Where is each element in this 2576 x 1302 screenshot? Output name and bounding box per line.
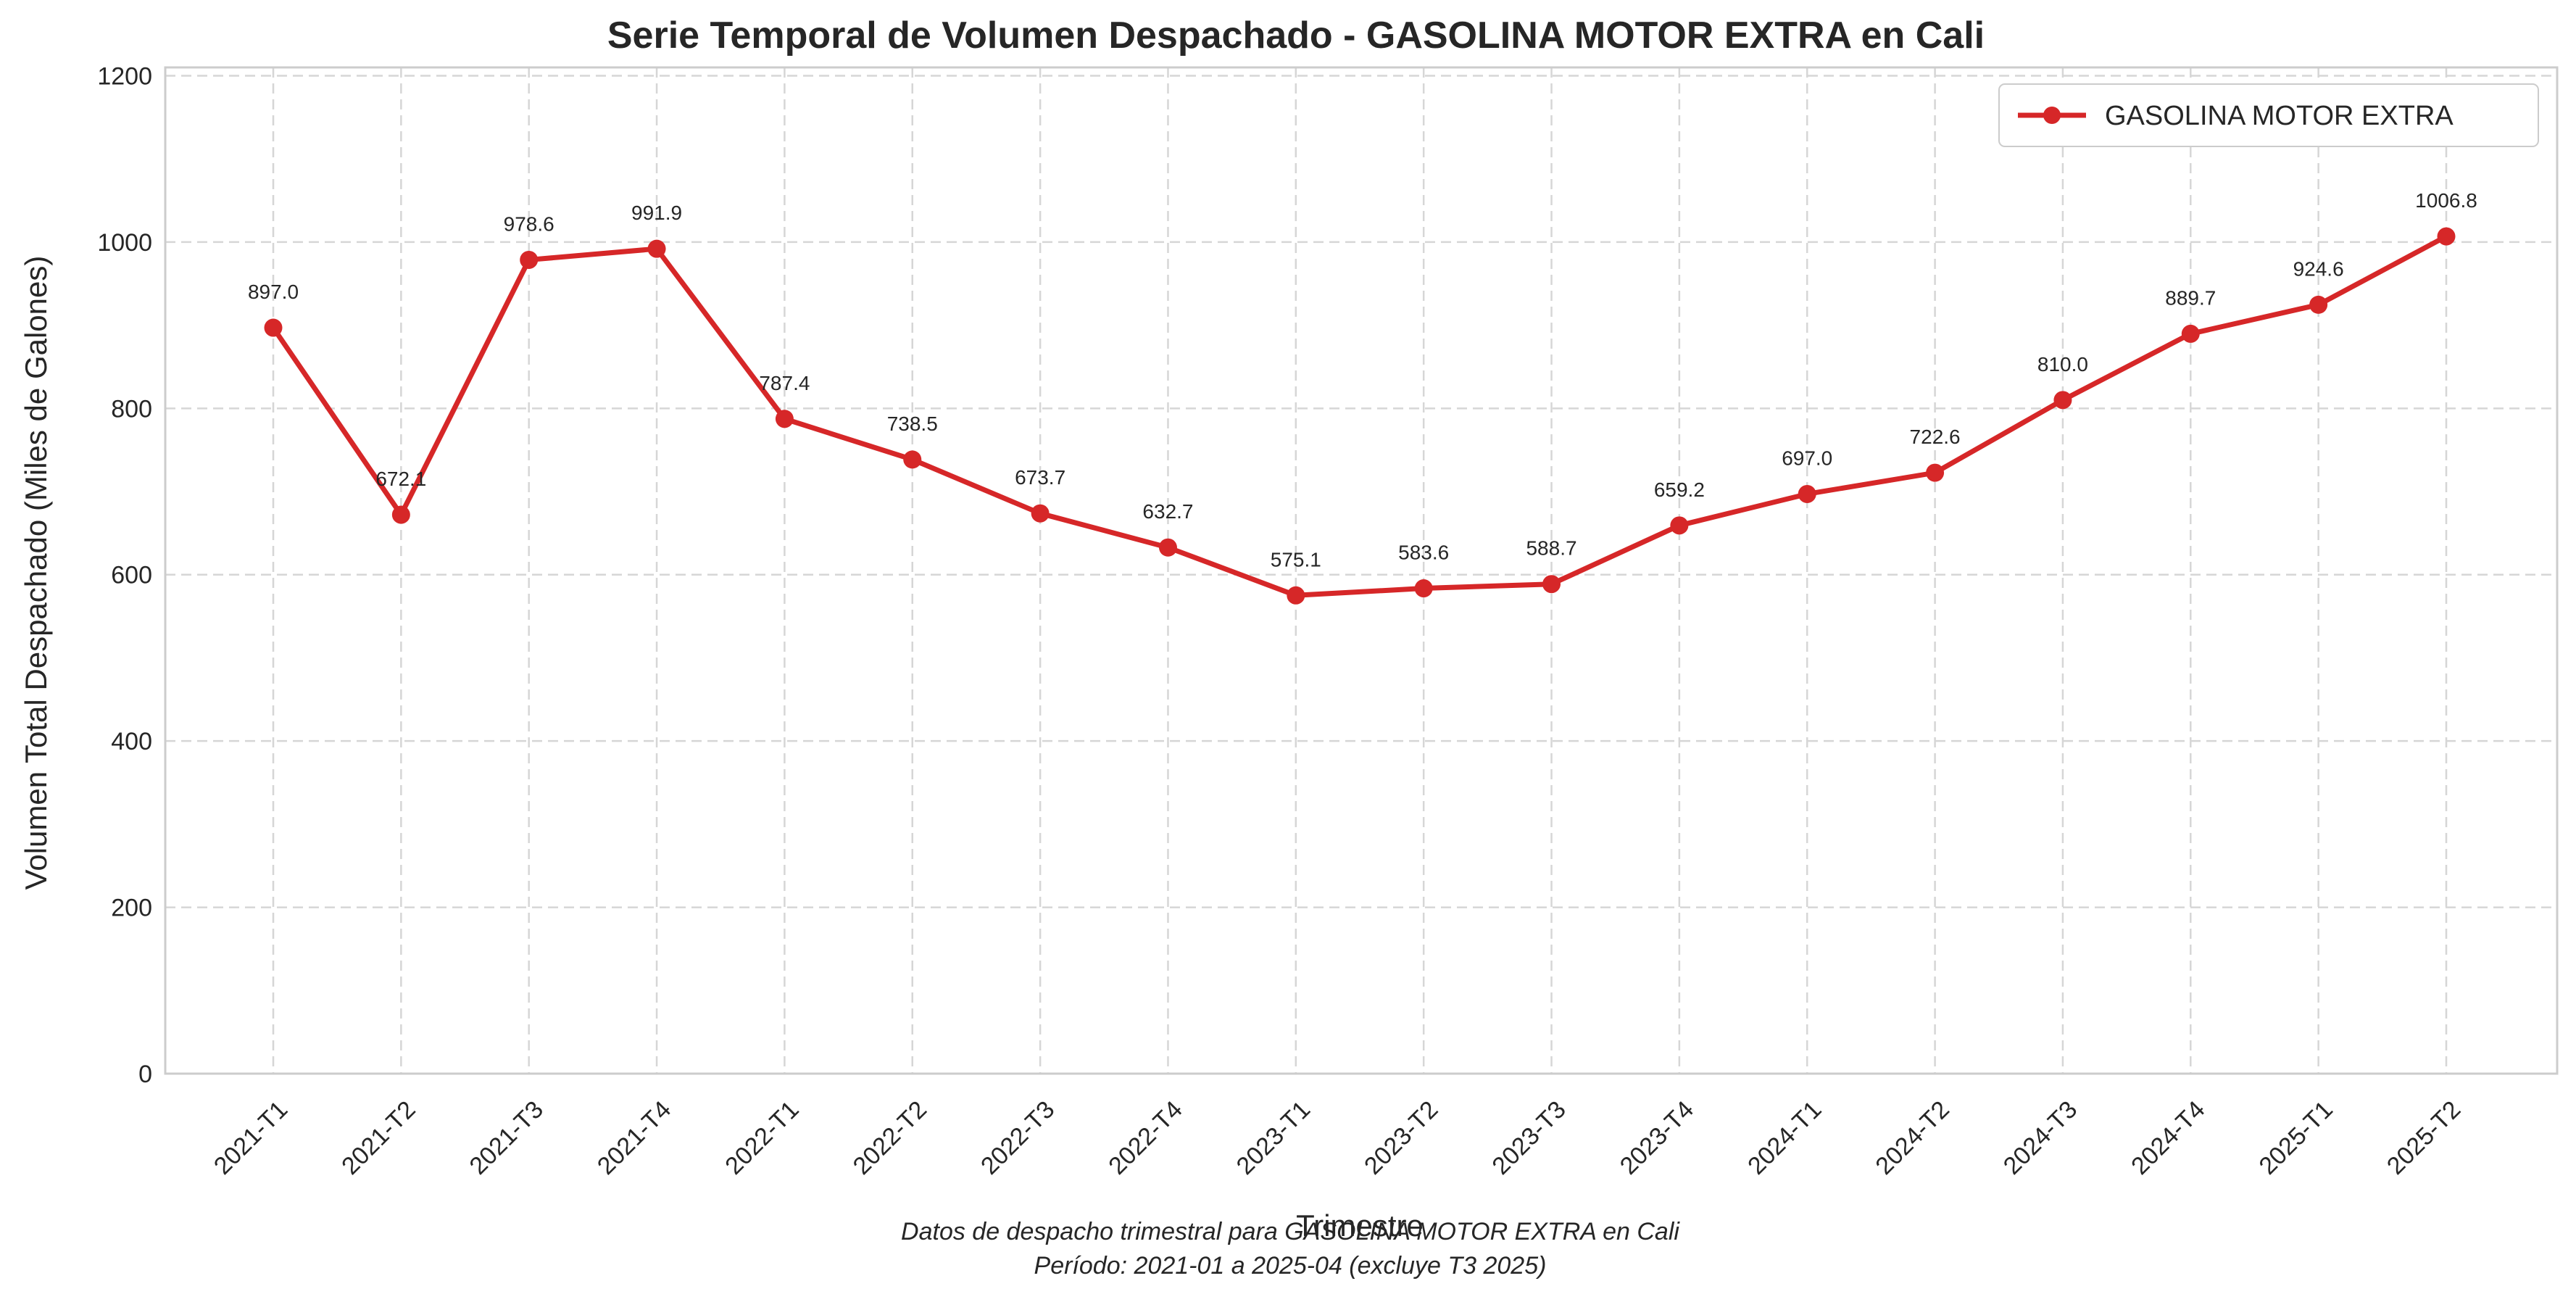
data-label: 575.1 (1271, 548, 1321, 571)
data-label: 697.0 (1782, 447, 1832, 469)
series-line (270, 233, 2449, 598)
caption-line-2: Período: 2021-01 a 2025-04 (excluye T3 2… (1034, 1252, 1547, 1280)
data-label: 738.5 (887, 412, 938, 435)
data-point-marker (1414, 579, 1433, 598)
data-point-marker (2053, 391, 2072, 410)
y-tick-label: 600 (111, 562, 152, 589)
plot-frame (164, 66, 2559, 1075)
data-label: 659.2 (1654, 478, 1705, 501)
y-tick-label: 0 (138, 1061, 152, 1088)
caption-line-1: Datos de despacho trimestral para GASOLI… (901, 1218, 1680, 1245)
y-axis-label: Volumen Total Despachado (Miles de Galon… (19, 256, 53, 890)
data-point-marker (775, 410, 794, 428)
legend: GASOLINA MOTOR EXTRA (1998, 83, 2539, 147)
series-layer (264, 227, 2456, 605)
data-label: 588.7 (1526, 537, 1576, 560)
chart-title: Serie Temporal de Volumen Despachado - G… (607, 14, 1985, 57)
data-point-marker (1670, 516, 1689, 535)
data-label: 672.1 (375, 468, 426, 490)
data-point-marker (1542, 575, 1561, 594)
legend-box (1998, 83, 2539, 147)
y-tick-label: 800 (111, 395, 152, 423)
x-axis-label: Trimestre (1296, 1208, 1424, 1243)
y-tick-label: 1000 (97, 229, 152, 257)
y-tick-label: 1200 (97, 62, 152, 90)
data-point-marker (520, 250, 539, 269)
data-label: 810.0 (2037, 353, 2088, 376)
data-label: 722.6 (1910, 426, 1961, 448)
data-point-marker (2181, 324, 2200, 343)
data-label: 673.7 (1015, 466, 1065, 489)
data-point-marker (2437, 227, 2456, 246)
data-point-marker (264, 318, 283, 337)
data-label: 889.7 (2165, 286, 2216, 309)
data-label: 787.4 (759, 372, 810, 394)
grid-lines (165, 67, 2557, 1075)
y-axis-ticks: 0 200 400 600 800 1000 1200 (97, 62, 152, 1088)
data-point-marker (647, 239, 666, 258)
data-label: 583.6 (1398, 542, 1449, 564)
data-label: 991.9 (631, 202, 682, 224)
data-point-marker (1158, 538, 1177, 557)
data-label: 897.0 (248, 281, 299, 303)
data-label: 978.6 (504, 212, 554, 235)
y-tick-label: 200 (111, 895, 152, 922)
data-labels: 897.0 672.1 978.6 991.9 787.4 738.5 673.7 632.7… (248, 189, 2477, 571)
legend-series-label: GASOLINA MOTOR EXTRA (2105, 101, 2454, 131)
data-point-marker (2309, 295, 2328, 314)
data-label: 924.6 (2293, 257, 2344, 280)
data-point-marker (903, 450, 922, 469)
legend-marker-swatch (2043, 107, 2061, 124)
y-tick-label: 400 (111, 728, 152, 755)
data-label: 1006.8 (2415, 189, 2477, 212)
data-point-marker (391, 505, 410, 524)
data-point-marker (1798, 484, 1816, 503)
data-point-marker (1031, 504, 1050, 523)
axes (164, 66, 2559, 1075)
data-point-marker (1287, 586, 1305, 605)
data-point-marker (1926, 463, 1945, 482)
data-label: 632.7 (1142, 500, 1193, 523)
